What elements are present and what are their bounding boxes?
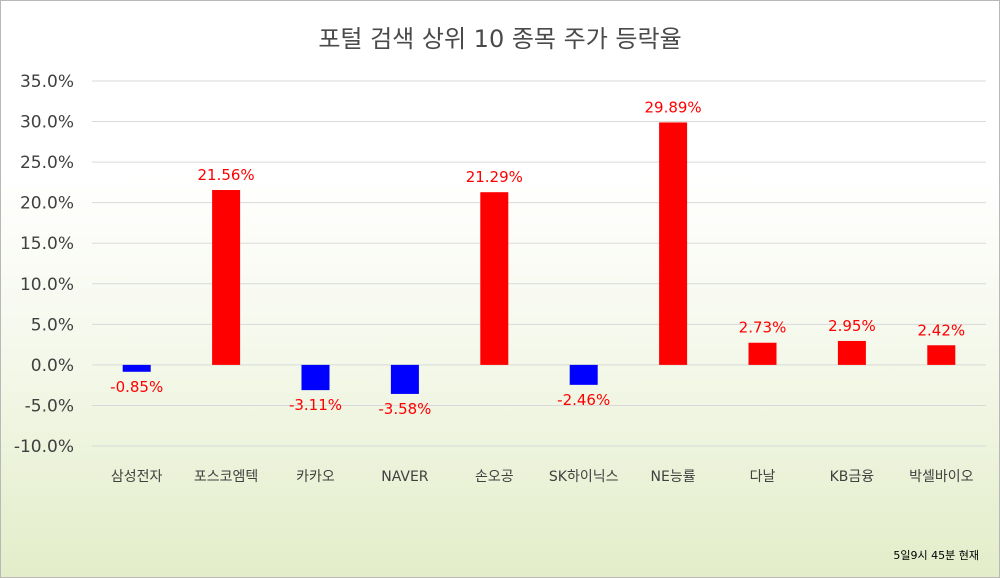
x-tick-label: KB금융 <box>830 469 875 485</box>
bar <box>659 122 688 365</box>
data-label: 2.95% <box>828 317 876 335</box>
x-tick-label: 박셀바이오 <box>909 469 974 485</box>
y-tick-label: 15.0% <box>20 234 74 254</box>
bar <box>748 342 777 365</box>
y-tick-label: 20.0% <box>20 194 74 214</box>
x-tick-label: 포스코엠텍 <box>194 469 258 485</box>
y-tick-label: 35.0% <box>20 72 74 92</box>
y-tick-label: -10.0% <box>14 437 74 457</box>
data-label: 2.42% <box>917 321 965 339</box>
bar <box>390 364 419 394</box>
data-label: 21.29% <box>466 168 523 186</box>
data-label: 2.73% <box>739 319 787 337</box>
y-tick-label: 0.0% <box>31 356 74 376</box>
y-tick-label: -5.0% <box>25 396 74 416</box>
x-tick-label: 손오공 <box>475 469 514 485</box>
y-tick-label: 30.0% <box>20 113 74 133</box>
bar <box>569 364 598 385</box>
x-tick-label: SK하이닉스 <box>549 469 619 485</box>
data-label: -3.58% <box>378 400 431 418</box>
bar <box>927 345 956 365</box>
bar <box>122 364 151 372</box>
data-label: -2.46% <box>557 391 610 409</box>
x-tick-label: NAVER <box>381 469 429 485</box>
x-tick-label: NE능률 <box>651 469 696 485</box>
chart-title: 포털 검색 상위 10 종목 주가 등락율 <box>318 25 682 53</box>
x-tick-label: 카카오 <box>296 469 335 485</box>
data-label: 29.89% <box>644 98 701 116</box>
bar <box>301 364 330 391</box>
data-label: -3.11% <box>289 396 342 414</box>
x-tick-label: 삼성전자 <box>111 469 163 485</box>
data-label: 21.56% <box>197 166 254 184</box>
bar <box>480 192 509 365</box>
y-tick-label: 25.0% <box>20 153 74 173</box>
data-label: -0.85% <box>110 378 163 396</box>
timestamp-note: 5일9시 45분 현재 <box>893 549 979 562</box>
bar <box>212 190 241 365</box>
x-tick-label: 다날 <box>750 469 776 485</box>
y-tick-label: 10.0% <box>20 275 74 295</box>
bar <box>837 340 866 365</box>
y-tick-label: 5.0% <box>31 315 74 335</box>
